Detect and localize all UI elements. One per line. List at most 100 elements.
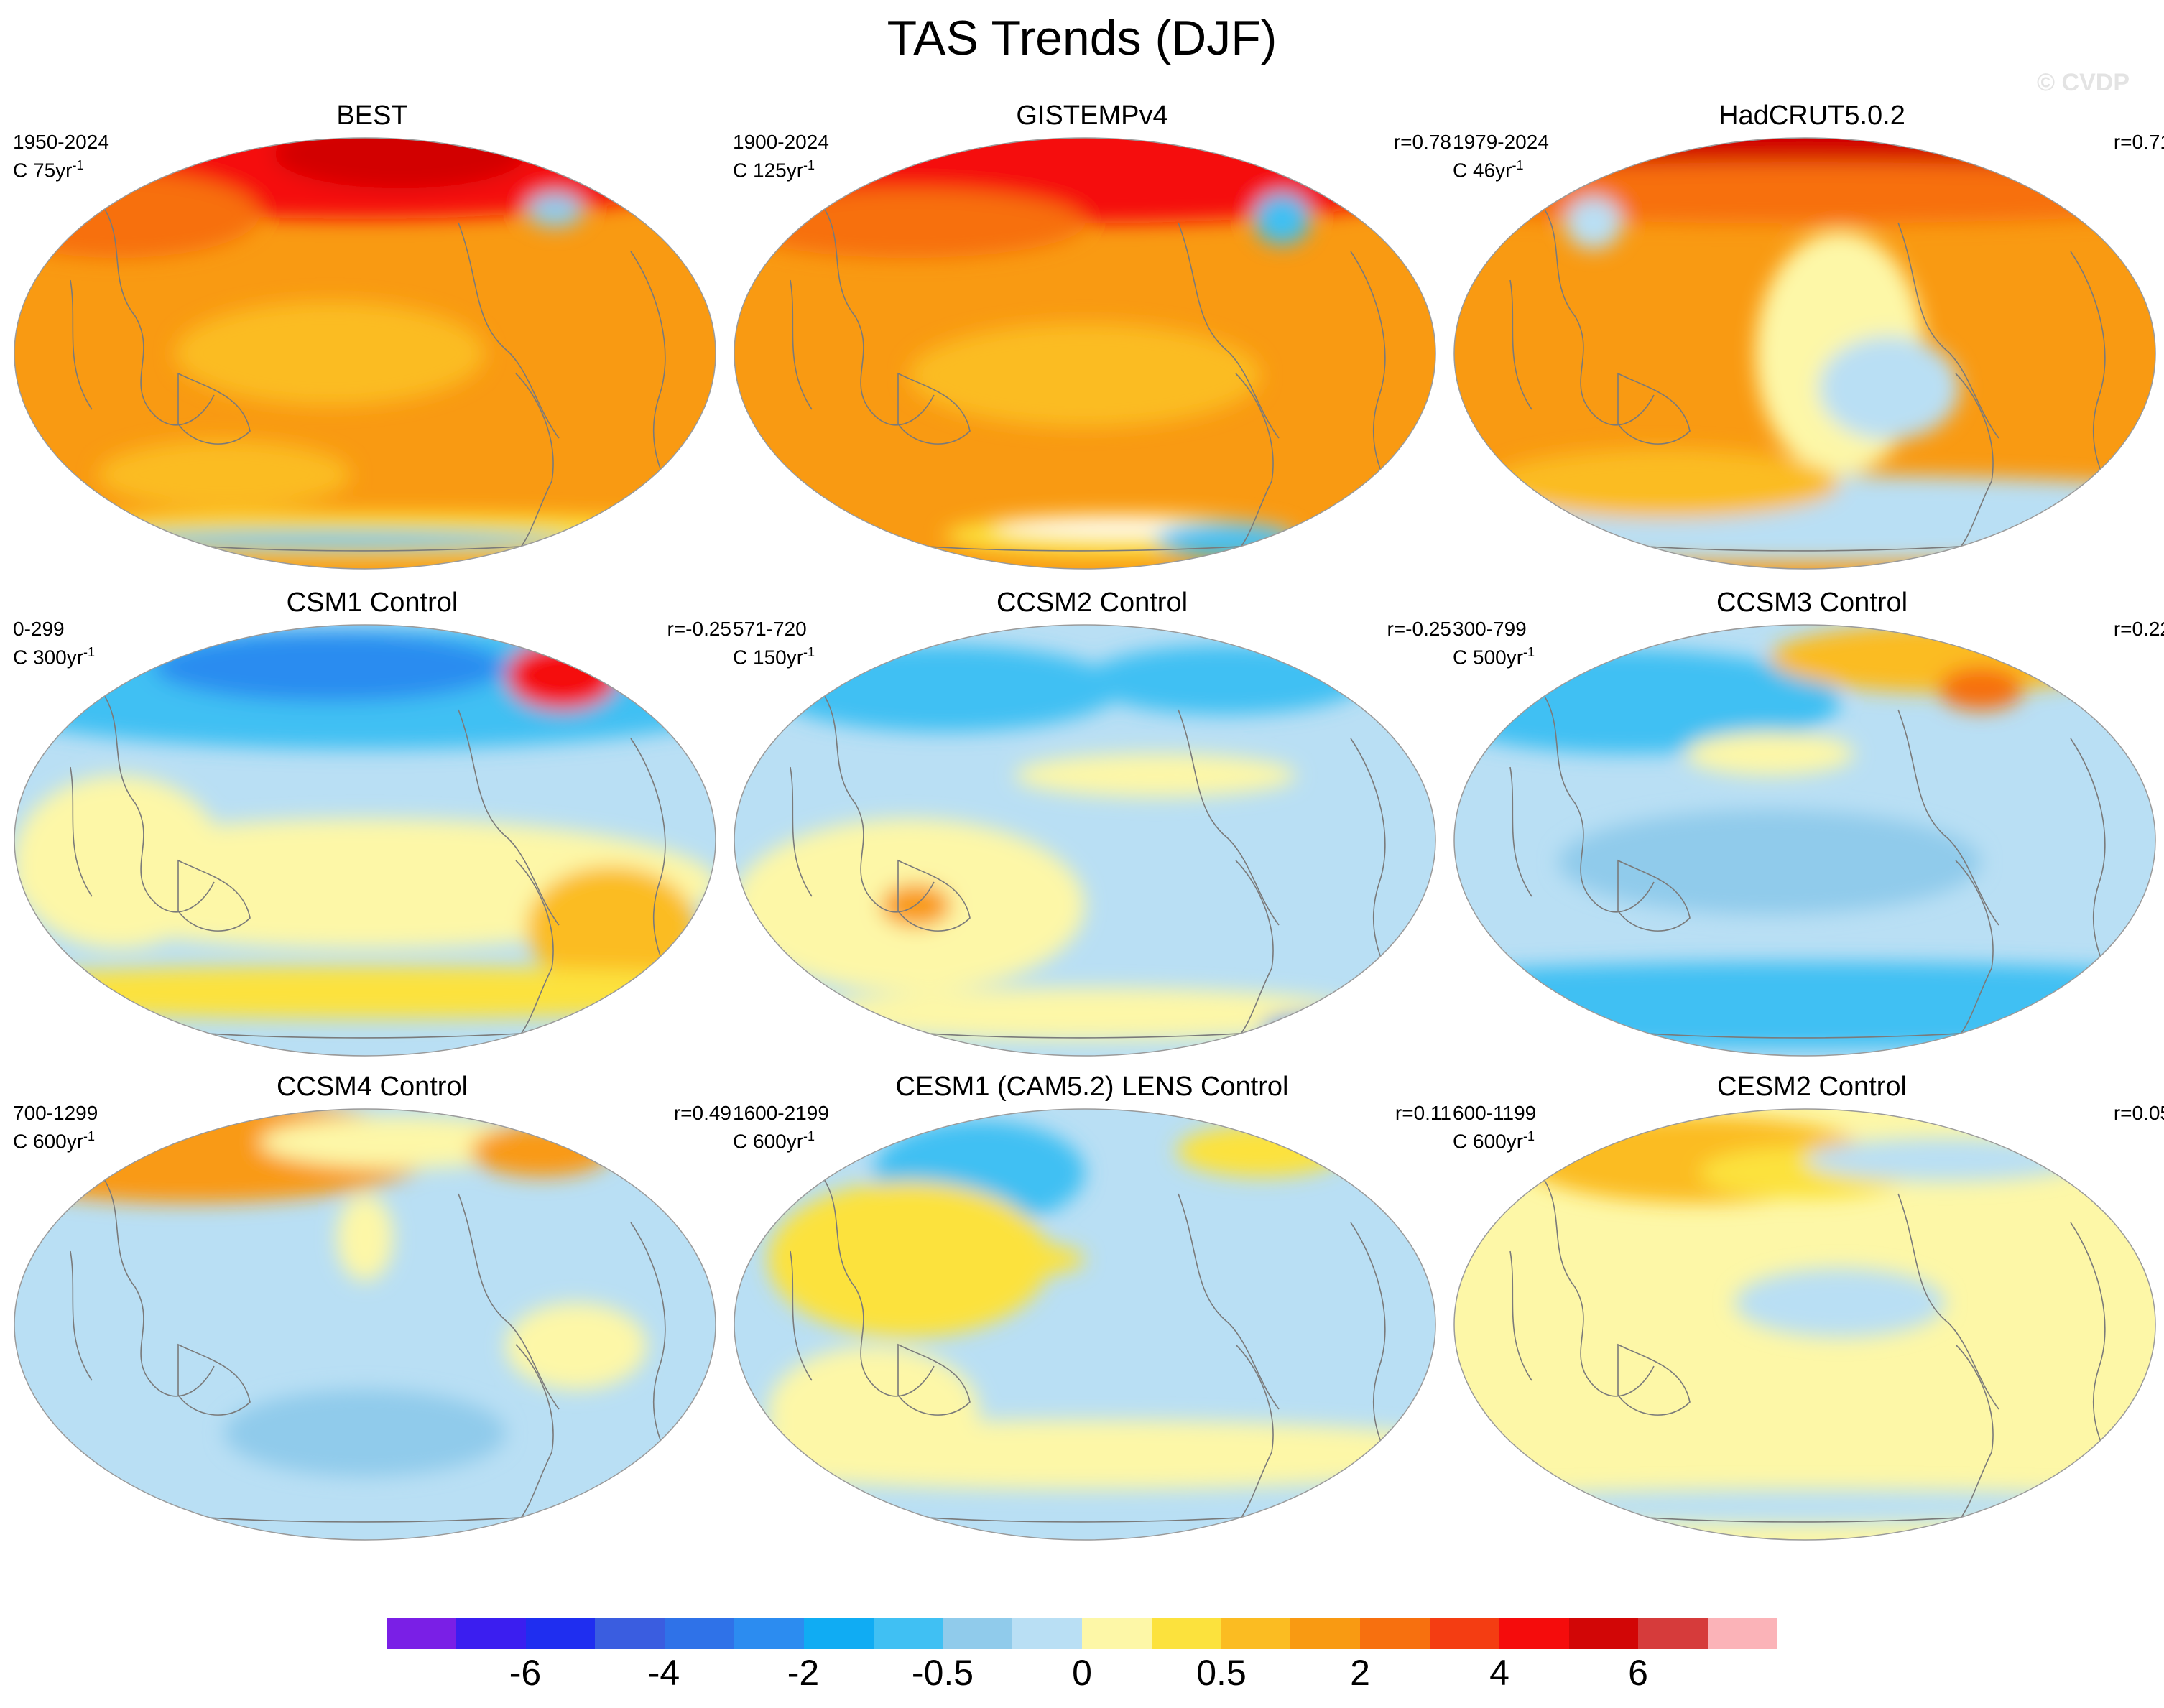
colorbar-swatch (1499, 1618, 1570, 1649)
panel-period: 1979-2024 C 46yr-1 (1453, 131, 1549, 182)
colorbar-swatch (1568, 1618, 1639, 1649)
colorbar-swatch (1221, 1618, 1291, 1649)
pattern-correlation: r=0.22 (2113, 618, 2164, 640)
pattern-correlation: r=0.11 (1395, 1102, 1451, 1124)
map-field (734, 137, 1436, 570)
colorbar-swatch (1360, 1618, 1430, 1649)
colorbar-swatch (1290, 1618, 1361, 1649)
panel-trend-units: C 125yr-1 (733, 154, 829, 182)
map-field (1453, 137, 2156, 570)
panel-title: CSM1 Control (286, 588, 458, 618)
map-panel: CCSM2 Control 571-720 C 150yr-1 r=-0.25 (733, 588, 1451, 1090)
colorbar-tick-label: -2 (787, 1653, 820, 1693)
panel-title: CCSM2 Control (996, 588, 1188, 618)
panel-title: CESM1 (CAM5.2) LENS Control (895, 1072, 1289, 1102)
panel-trend-units: C 600yr-1 (13, 1125, 98, 1153)
panel-trend-units: C 75yr-1 (13, 154, 109, 182)
colorbar-tick-label: 2 (1350, 1653, 1370, 1693)
map-panel: CCSM3 Control 300-799 C 500yr-1 r=0.22 (1453, 588, 2164, 1090)
cvdp-watermark: © CVDP (2037, 69, 2130, 96)
panel-title: HadCRUT5.0.2 (1719, 101, 1905, 131)
panel-years: 300-799 (1453, 618, 1527, 640)
colorbar-tick-label: -6 (509, 1653, 542, 1693)
colorbar-swatch (1082, 1618, 1152, 1649)
map-field (734, 1108, 1436, 1541)
panel-years: 571-720 (733, 618, 807, 640)
trend-scale: C 150yr (733, 646, 804, 669)
trend-scale: C 75yr (13, 159, 73, 182)
colorbar-swatch (1151, 1618, 1222, 1649)
map-field (14, 137, 716, 570)
pattern-correlation: r=0.78 (1393, 131, 1451, 153)
panel-title: BEST (336, 101, 408, 131)
colorbar-swatch (525, 1618, 596, 1649)
colorbar-tick-label: 0.5 (1196, 1653, 1247, 1693)
panel-trend-units: C 46yr-1 (1453, 154, 1549, 182)
panel-years: 600-1199 (1453, 1102, 1537, 1124)
map-panel: CSM1 Control 0-299 C 300yr-1 r=-0.25 (13, 588, 731, 1090)
colorbar-tick-label: 4 (1489, 1653, 1509, 1693)
map-field (14, 1108, 716, 1541)
map-panel: CCSM4 Control 700-1299 C 600yr-1 r=0.49 (13, 1072, 731, 1574)
panel-years: 1900-2024 (733, 131, 829, 153)
trend-scale: C 600yr (733, 1130, 804, 1153)
colorbar-swatch (595, 1618, 665, 1649)
panel-period: 0-299 C 300yr-1 (13, 618, 95, 669)
trend-scale: C 600yr (1453, 1130, 1524, 1153)
pattern-correlation: r=0.05 (2113, 1102, 2164, 1124)
panel-years: 1979-2024 (1453, 131, 1549, 153)
panel-period: 600-1199 C 600yr-1 (1453, 1102, 1536, 1153)
colorbar-tick-label: 6 (1628, 1653, 1648, 1693)
map-field (734, 624, 1436, 1057)
panel-trend-units: C 300yr-1 (13, 641, 95, 669)
colorbar-tick-label: 0 (1072, 1653, 1092, 1693)
colorbar (387, 1618, 1778, 1649)
trend-scale: C 500yr (1453, 646, 1524, 669)
panel-title: CCSM4 Control (276, 1072, 468, 1102)
scale-exponent: -1 (803, 158, 815, 172)
scale-exponent: -1 (803, 1129, 815, 1143)
pattern-correlation: r=-0.25 (1387, 618, 1452, 640)
panel-trend-units: C 600yr-1 (1453, 1125, 1536, 1153)
colorbar-swatch (734, 1618, 805, 1649)
trend-scale: C 300yr (13, 646, 84, 669)
panel-years: 0-299 (13, 618, 65, 640)
colorbar-swatch (803, 1618, 874, 1649)
panel-period: 1900-2024 C 125yr-1 (733, 131, 829, 182)
trend-scale: C 125yr (733, 159, 804, 182)
panel-period: 300-799 C 500yr-1 (1453, 618, 1535, 669)
scale-exponent: -1 (83, 645, 96, 659)
colorbar-swatch (456, 1618, 527, 1649)
pattern-correlation: r=0.49 (673, 1102, 731, 1124)
scale-exponent: -1 (1523, 645, 1535, 659)
map-field (14, 624, 716, 1057)
map-panel: CESM1 (CAM5.2) LENS Control 1600-2199 C 60… (733, 1072, 1451, 1574)
figure-title: TAS Trends (DJF) (887, 11, 1277, 65)
panel-period: 571-720 C 150yr-1 (733, 618, 815, 669)
colorbar-swatch (873, 1618, 943, 1649)
scale-exponent: -1 (72, 158, 84, 172)
map-field (1453, 1108, 2156, 1541)
panel-period: 1950-2024 C 75yr-1 (13, 131, 109, 182)
scale-exponent: -1 (1512, 158, 1524, 172)
colorbar-swatch (1708, 1618, 1778, 1649)
panel-trend-units: C 600yr-1 (733, 1125, 829, 1153)
panel-years: 1600-2199 (733, 1102, 829, 1124)
colorbar-swatch (1638, 1618, 1708, 1649)
panel-title: CESM2 Control (1717, 1072, 1907, 1102)
pattern-correlation: r=0.71 (2113, 131, 2164, 153)
colorbar-tick-label: -4 (647, 1653, 680, 1693)
panel-title: GISTEMPv4 (1016, 101, 1168, 131)
colorbar-swatch (943, 1618, 1013, 1649)
colorbar-swatch (665, 1618, 735, 1649)
panel-years: 700-1299 (13, 1102, 98, 1124)
map-field (1453, 624, 2156, 1057)
scale-exponent: -1 (83, 1129, 96, 1143)
trend-scale: C 600yr (13, 1130, 84, 1153)
map-panel: GISTEMPv4 1900-2024 C 125yr-1 r=0.78 (733, 101, 1451, 603)
panel-title: CCSM3 Control (1716, 588, 1908, 618)
colorbar-swatch (1430, 1618, 1500, 1649)
panel-years: 1950-2024 (13, 131, 109, 153)
